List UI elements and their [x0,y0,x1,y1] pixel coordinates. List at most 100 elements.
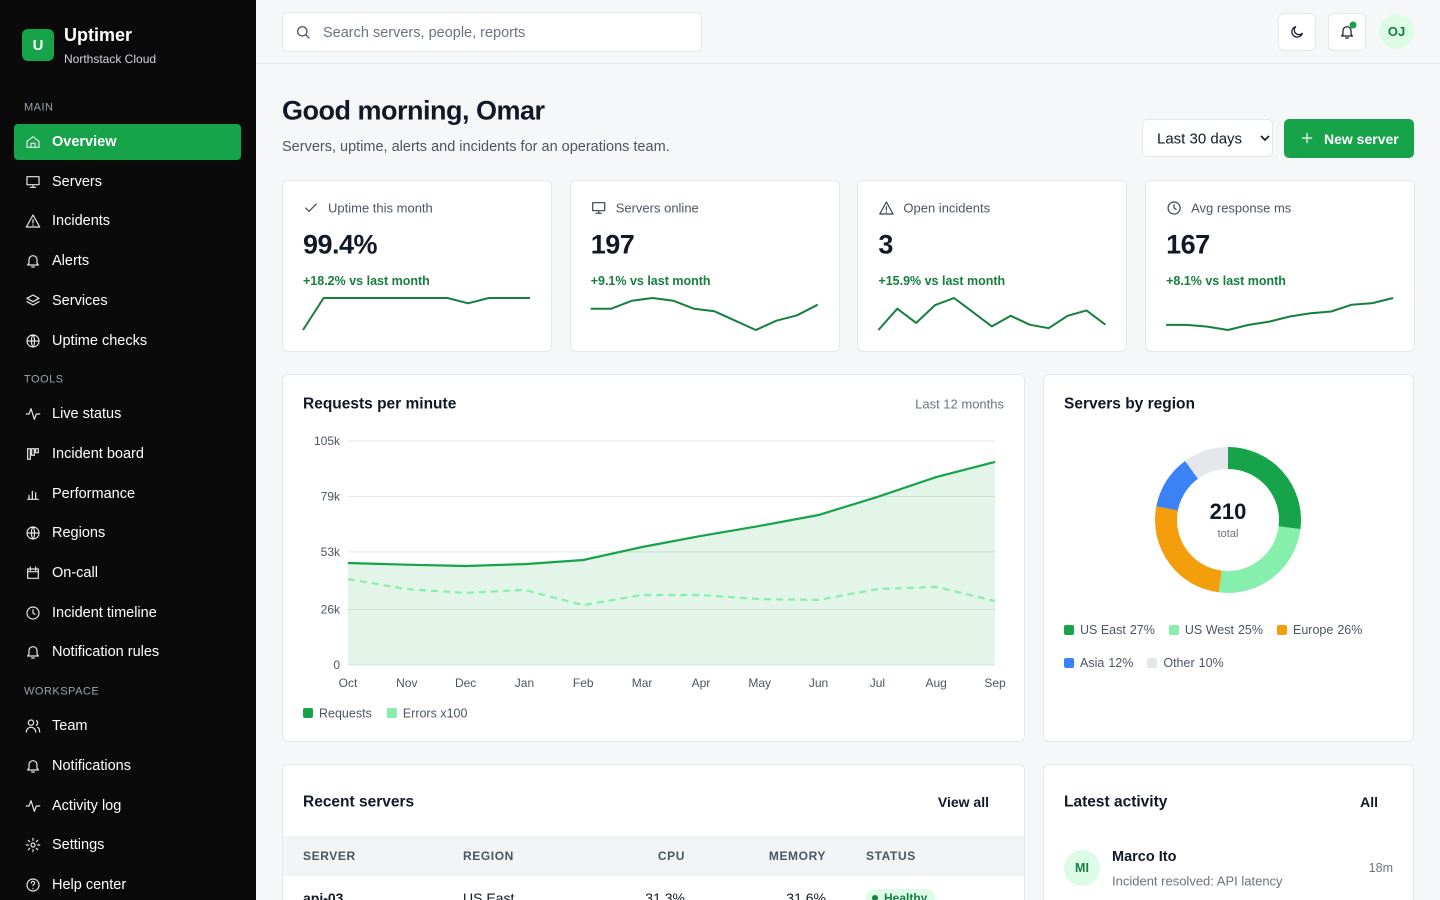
nav-item[interactable]: Overview [14,124,241,160]
nav-icon [26,136,40,148]
table-cell: US East [463,890,515,900]
column-header: CPU [657,849,685,863]
nav-label[interactable]: Performance [52,485,136,502]
kpi-label: Avg response ms [1191,200,1292,216]
nav-icon [27,759,39,773]
icon [27,646,39,659]
kpi-delta: +8.1% vs last month [1166,273,1286,288]
icon-path [25,719,41,733]
chart-card [282,374,1025,742]
legend-swatch [1277,625,1288,635]
nav-item[interactable]: Alerts [14,243,241,279]
nav-item[interactable]: Settings [14,827,241,863]
nav-item[interactable]: Live status [14,396,241,432]
nav-item[interactable]: Notification rules [14,634,241,670]
nav-label[interactable]: Services [52,292,108,309]
nav-label[interactable]: Regions [52,525,106,542]
icon [25,408,41,421]
nav-item[interactable]: Servers [14,164,241,200]
icon [25,799,41,812]
nav-item[interactable]: Incident board [14,436,241,472]
icon-path [27,490,39,500]
nav-label[interactable]: Uptime checks [52,332,148,349]
all-link[interactable]: All [1360,794,1378,810]
nav-label[interactable]: Incident timeline [52,604,157,621]
nav-label[interactable]: Help center [52,876,127,893]
nav-item[interactable]: Notifications [14,748,241,784]
legend-item: US West 25% [1168,622,1264,638]
nav-label[interactable]: Team [52,717,88,734]
kpi-delta: +9.1% vs last month [590,273,711,288]
icon-path [27,759,39,773]
activity-card [1043,764,1414,900]
logo: U [22,29,54,61]
brand-name: Uptimer [64,25,133,45]
nav-label[interactable]: Notification rules [52,644,160,661]
table-title: Recent servers [303,793,415,811]
nav-item[interactable]: Uptime checks [14,323,241,359]
legend-value: 25% [1237,623,1264,637]
nav-label[interactable]: Incidents [52,213,111,230]
nav-label[interactable]: Servers [52,173,102,190]
icon-path [26,606,40,620]
nav-item[interactable]: Team [14,708,241,744]
nav-label[interactable]: Activity log [52,797,122,814]
nav-icon [26,606,40,620]
org-name: Northstack Cloud [64,52,157,66]
legend-swatch [1147,658,1158,668]
nav-icon [27,566,39,579]
range-select[interactable]: Last 30 days [1142,119,1273,157]
nav-icon [26,333,40,348]
legend-value: 12% [1108,656,1134,670]
nav-label[interactable]: Settings [52,836,105,853]
nav-item[interactable]: Performance [14,476,241,512]
nav-item[interactable]: Incident timeline [14,595,241,631]
nav-item[interactable]: Help center [14,867,241,900]
nav-icon [26,526,40,540]
nav-label[interactable]: On-call [52,564,98,581]
nav-item[interactable]: On-call [14,555,241,591]
icon [26,606,40,620]
nav-label[interactable]: Notifications [52,757,131,774]
chart-title: Servers by region [1064,395,1195,413]
nav-item[interactable]: Regions [14,515,241,551]
notifications-button[interactable] [1328,13,1366,51]
page-subtitle: Servers, uptime, alerts and incidents fo… [282,138,670,155]
status-pill: Healthy [866,889,936,900]
new-server-button[interactable]: New server [1284,119,1414,158]
icon [25,719,41,733]
icon-path [27,646,39,659]
kpi-value: 197 [590,229,635,260]
nav-label[interactable]: Incident board [52,445,144,462]
legend-label: US West [1184,623,1234,637]
nav-icon [25,837,41,853]
icon [25,214,41,228]
nav-label[interactable]: Live status [52,405,122,422]
search-box[interactable]: Search servers, people, reports [282,12,702,52]
icon-path [26,175,40,188]
donut-legend: US East 27% US West 25% Europe 26% Asia 12% Othe… [1064,622,1399,671]
button-label[interactable]: New server [1324,130,1399,147]
activity-avatar: MI [1064,850,1100,886]
theme-toggle[interactable] [1278,13,1316,51]
search-placeholder[interactable]: Search servers, people, reports [323,24,526,41]
nav-item[interactable]: Services [14,283,241,319]
nav-label[interactable]: Alerts [52,252,90,269]
nav-label[interactable]: Overview [52,133,117,150]
nav-icon [25,408,41,421]
nav-item[interactable]: Activity log [14,788,241,824]
range-label[interactable]: Last 30 days [1157,130,1243,148]
activity-time: 18m [1368,860,1393,875]
view-all-link[interactable]: View all [937,794,989,810]
nav-item[interactable]: Incidents [14,203,241,239]
kpi-value: 167 [1166,229,1210,260]
legend-label: Other [1163,656,1195,670]
nav-icon [27,490,39,500]
kpi-label: Uptime this month [328,200,433,216]
page-title: Good morning, Omar [282,95,545,126]
section-label: MAIN [24,101,54,114]
avatar[interactable]: OJ [1379,14,1414,49]
nav-icon [27,447,39,460]
